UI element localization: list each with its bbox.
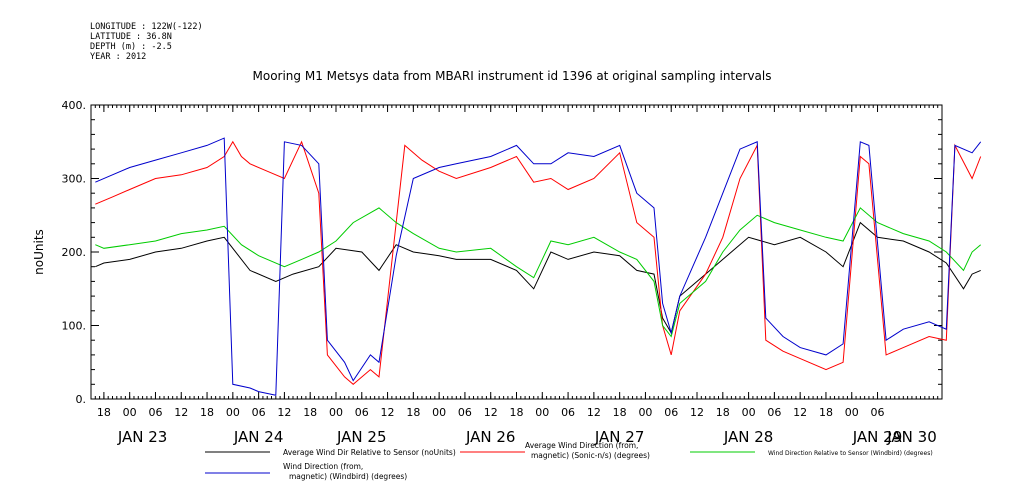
legend-label: Average Wind Direction (from, <box>525 441 638 450</box>
y-tick-label: 300. <box>62 173 87 186</box>
x-tick-label: 00 <box>123 406 137 419</box>
legend: Average Wind Dir Relative to Sensor (noU… <box>205 441 933 481</box>
x-tick-label: 06 <box>252 406 266 419</box>
x-tick-label: 12 <box>174 406 188 419</box>
chart-title: Mooring M1 Metsys data from MBARI instru… <box>253 69 772 83</box>
series-line-3 <box>95 207 982 338</box>
x-tick-label: 06 <box>458 406 472 419</box>
x-tick-label: 00 <box>535 406 549 419</box>
x-tick-label: 06 <box>767 406 781 419</box>
x-tick-label: 12 <box>277 406 291 419</box>
x-tick-label: 18 <box>303 406 317 419</box>
x-tick-label: 12 <box>690 406 704 419</box>
x-tick-label: 06 <box>871 406 885 419</box>
x-tick-label: 00 <box>845 406 859 419</box>
x-tick-label: 18 <box>819 406 833 419</box>
x-tick-label: 06 <box>561 406 575 419</box>
legend-label: Wind Direction (from, <box>283 462 363 471</box>
series-line-1 <box>95 221 981 335</box>
depth-label: DEPTH (m) : -2.5 <box>90 42 172 52</box>
x-tick-label: 00 <box>638 406 652 419</box>
day-label: JAN 24 <box>233 428 284 446</box>
legend-label: Wind Direction Relative to Sensor (Windb… <box>768 450 933 457</box>
x-tick-label: 00 <box>742 406 756 419</box>
x-tick-label: 18 <box>510 406 524 419</box>
x-tick-label: 18 <box>97 406 111 419</box>
plot-frame <box>90 104 943 400</box>
day-label: JAN 30 <box>886 428 937 446</box>
x-tick-label: 18 <box>716 406 730 419</box>
x-tick-label: 18 <box>200 406 214 419</box>
legend-label: Average Wind Dir Relative to Sensor (noU… <box>283 448 456 457</box>
day-label: JAN 27 <box>594 428 645 446</box>
latitude-label: LATITUDE : 36.8N <box>90 32 172 42</box>
y-tick-label: 200. <box>62 246 87 259</box>
x-tick-label: 12 <box>587 406 601 419</box>
day-label: JAN 25 <box>336 428 387 446</box>
year-label: YEAR : 2012 <box>90 52 147 62</box>
series-layer <box>95 137 982 396</box>
x-tick-label: 06 <box>148 406 162 419</box>
axis-ticks: 0. 100. 200. 300. 400. 18 00 06 12 18 00 06 12 18 00 06… <box>62 99 943 446</box>
metadata-block: LONGITUDE : 122W(-122) LATITUDE : 36.8N … <box>90 22 203 62</box>
day-label: JAN 26 <box>465 428 516 446</box>
y-tick-label: 0. <box>76 393 87 406</box>
x-tick-label: 06 <box>355 406 369 419</box>
longitude-label: LONGITUDE : 122W(-122) <box>90 22 203 32</box>
x-tick-label: 00 <box>432 406 446 419</box>
y-axis-label: noUnits <box>32 229 46 275</box>
x-tick-label: 18 <box>406 406 420 419</box>
legend-label: magnetic) (Windbird) (degrees) <box>289 472 407 481</box>
y-tick-label: 400. <box>62 99 87 112</box>
series-line-4 <box>95 137 982 396</box>
legend-label: magnetic) (Sonic-n/s) (degrees) <box>531 451 650 460</box>
x-tick-label: 12 <box>381 406 395 419</box>
day-label: JAN 28 <box>723 428 774 446</box>
x-tick-label: 00 <box>329 406 343 419</box>
series-line-2 <box>95 140 982 385</box>
x-tick-label: 18 <box>613 406 627 419</box>
day-label: JAN 29 <box>852 428 903 446</box>
y-tick-label: 100. <box>62 320 87 333</box>
x-tick-label: 12 <box>484 406 498 419</box>
day-label: JAN 23 <box>117 428 168 446</box>
x-tick-label: 06 <box>664 406 678 419</box>
x-tick-label: 12 <box>793 406 807 419</box>
x-tick-label: 00 <box>226 406 240 419</box>
